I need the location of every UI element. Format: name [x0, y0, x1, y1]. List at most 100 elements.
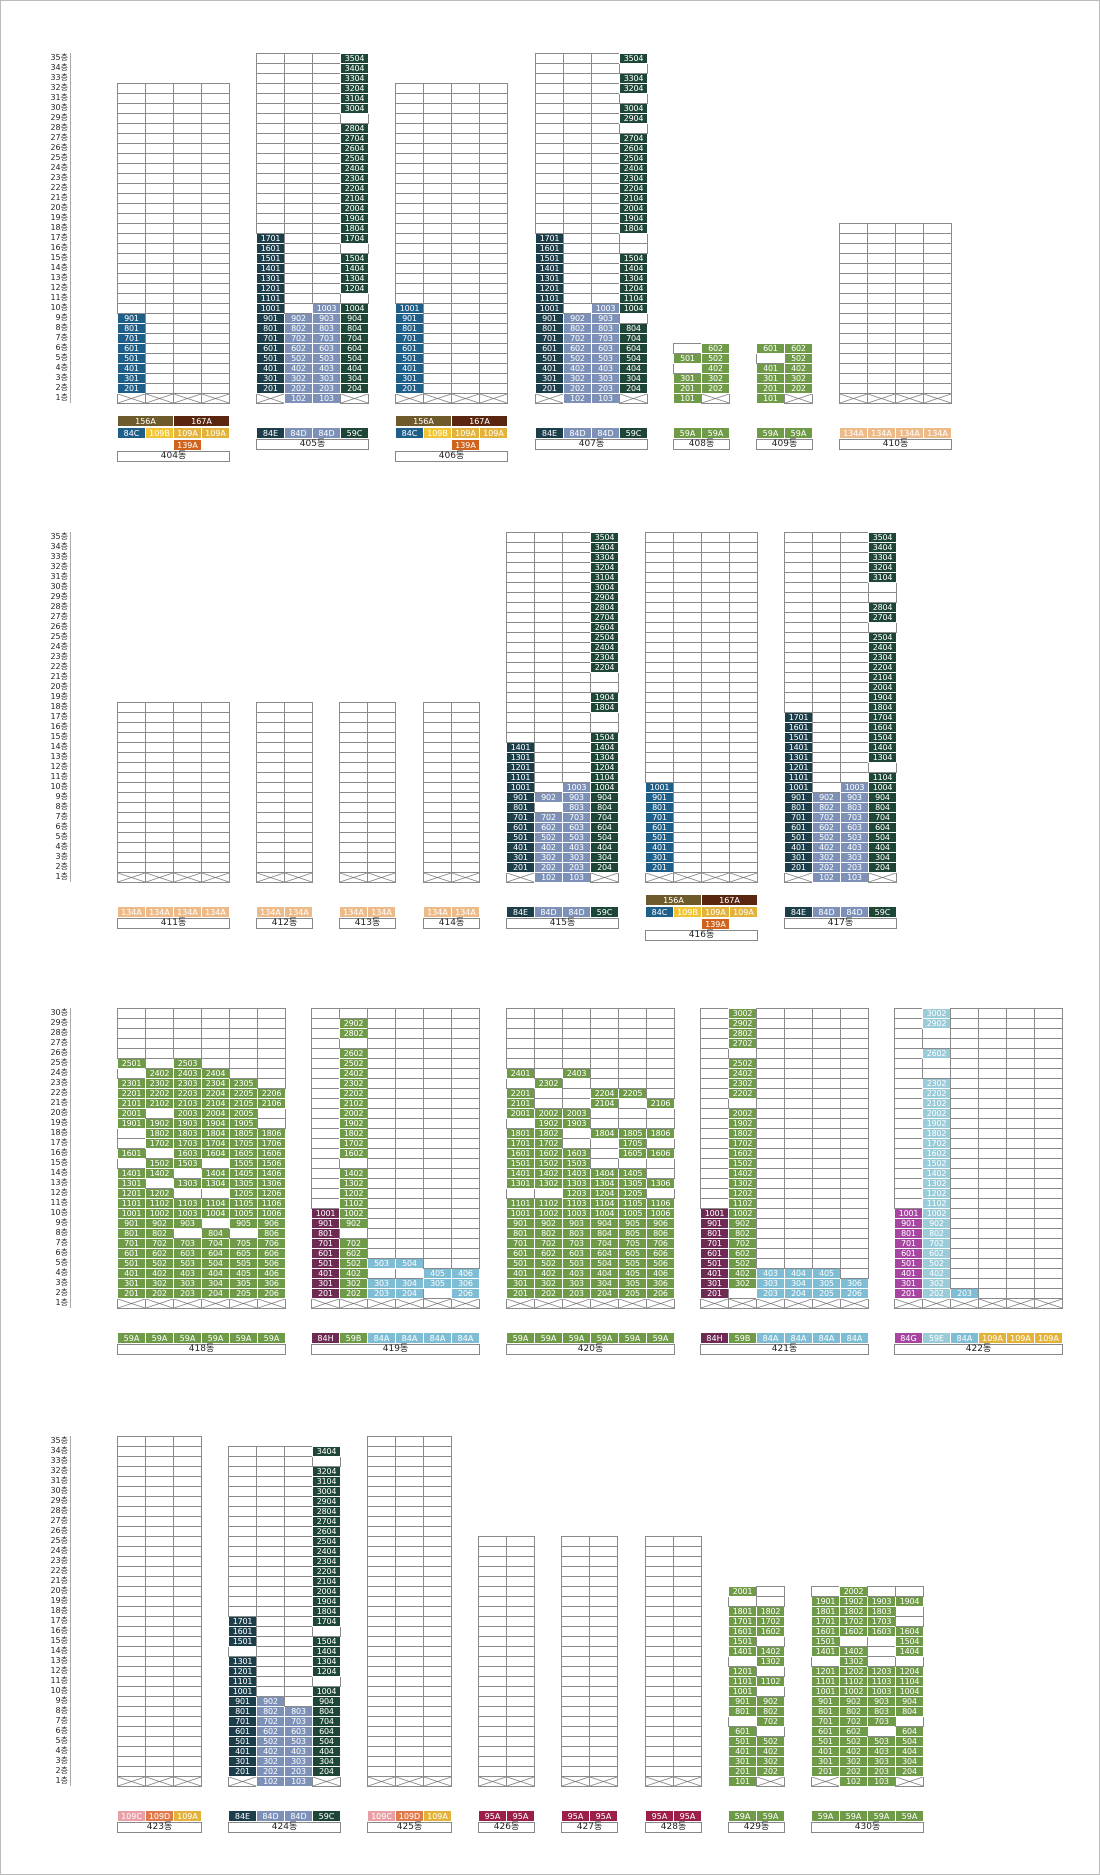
empty-cell[interactable] [950, 1228, 979, 1239]
empty-cell[interactable] [756, 1218, 785, 1229]
empty-cell[interactable] [339, 792, 368, 803]
empty-cell[interactable] [673, 682, 702, 693]
empty-cell[interactable] [645, 1776, 674, 1787]
unit-cell[interactable]: 704 [590, 1238, 619, 1249]
empty-cell[interactable] [201, 213, 230, 224]
empty-cell[interactable] [562, 1298, 591, 1309]
empty-cell[interactable] [257, 1058, 286, 1069]
empty-cell[interactable] [423, 143, 452, 154]
empty-cell[interactable] [506, 1078, 535, 1089]
unit-cell[interactable]: 1903 [173, 1118, 202, 1129]
empty-cell[interactable] [311, 1118, 340, 1129]
empty-cell[interactable] [117, 1556, 146, 1567]
unit-cell[interactable]: 604 [312, 1726, 341, 1737]
empty-cell[interactable] [339, 762, 368, 773]
empty-cell[interactable] [784, 1098, 813, 1109]
empty-cell[interactable] [423, 213, 452, 224]
empty-cell[interactable] [284, 762, 313, 773]
empty-cell[interactable] [784, 632, 813, 643]
unit-cell[interactable]: 2404 [590, 642, 619, 653]
empty-cell[interactable] [145, 313, 174, 324]
building-label[interactable]: 428동 [645, 1822, 702, 1833]
empty-cell[interactable] [478, 1546, 507, 1557]
empty-cell[interactable] [839, 343, 868, 354]
empty-cell[interactable] [756, 1028, 785, 1039]
unit-cell[interactable]: 403 [840, 842, 869, 853]
empty-cell[interactable] [506, 702, 535, 713]
unit-cell[interactable]: 504 [590, 1258, 619, 1269]
empty-cell[interactable] [673, 1656, 702, 1667]
empty-cell[interactable] [173, 1536, 202, 1547]
unit-cell[interactable]: 1206 [257, 1188, 286, 1199]
empty-cell[interactable] [284, 1686, 313, 1697]
empty-cell[interactable] [535, 163, 564, 174]
unit-cell[interactable]: 204 [868, 862, 897, 873]
unit-cell[interactable]: 1602 [839, 1626, 868, 1637]
unit-cell[interactable]: 2501 [117, 1058, 146, 1069]
unit-cell[interactable]: 1003 [840, 782, 869, 793]
empty-cell[interactable] [673, 582, 702, 593]
empty-cell[interactable] [1006, 1278, 1035, 1289]
empty-cell[interactable] [894, 1118, 923, 1129]
unit-cell[interactable]: 2002 [728, 1108, 757, 1119]
unit-cell[interactable]: 704 [868, 812, 897, 823]
empty-cell[interactable] [256, 792, 285, 803]
empty-cell[interactable] [256, 1666, 285, 1677]
empty-cell[interactable] [563, 253, 592, 264]
empty-cell[interactable] [1034, 1208, 1063, 1219]
empty-cell[interactable] [700, 1138, 729, 1149]
unit-cell[interactable]: 502 [339, 1258, 368, 1269]
empty-cell[interactable] [756, 1008, 785, 1019]
empty-cell[interactable] [894, 1088, 923, 1099]
empty-cell[interactable] [451, 193, 480, 204]
empty-cell[interactable] [145, 343, 174, 354]
empty-cell[interactable] [840, 1068, 869, 1079]
empty-cell[interactable] [451, 812, 480, 823]
empty-cell[interactable] [173, 1726, 202, 1737]
empty-cell[interactable] [451, 852, 480, 863]
empty-cell[interactable] [478, 1726, 507, 1737]
empty-cell[interactable] [395, 293, 424, 304]
empty-cell[interactable] [479, 163, 508, 174]
empty-cell[interactable] [701, 792, 730, 803]
unit-cell[interactable]: 401 [311, 1268, 340, 1279]
unit-cell[interactable]: 2301 [117, 1078, 146, 1089]
empty-cell[interactable] [423, 782, 452, 793]
empty-cell[interactable] [117, 1446, 146, 1457]
unit-cell[interactable]: 2204 [590, 662, 619, 673]
empty-cell[interactable] [701, 772, 730, 783]
empty-cell[interactable] [367, 1058, 396, 1069]
empty-cell[interactable] [534, 1058, 563, 1069]
unit-cell[interactable]: 1302 [756, 1656, 785, 1667]
unit-cell[interactable]: 1404 [340, 263, 369, 274]
empty-cell[interactable] [201, 163, 230, 174]
unit-cell[interactable]: 1101 [811, 1676, 840, 1687]
empty-cell[interactable] [534, 802, 563, 813]
empty-cell[interactable] [117, 1496, 146, 1507]
empty-cell[interactable] [312, 213, 341, 224]
empty-cell[interactable] [256, 1636, 285, 1647]
empty-cell[interactable] [451, 203, 480, 214]
empty-cell[interactable] [451, 1198, 480, 1209]
unit-cell[interactable]: 801 [728, 1706, 757, 1717]
empty-cell[interactable] [117, 1696, 146, 1707]
empty-cell[interactable] [284, 852, 313, 863]
empty-cell[interactable] [284, 153, 313, 164]
empty-cell[interactable] [367, 1158, 396, 1169]
empty-cell[interactable] [423, 383, 452, 394]
unit-cell[interactable]: 102 [534, 872, 563, 883]
empty-cell[interactable] [700, 1118, 729, 1129]
unit-cell[interactable]: 802 [756, 1706, 785, 1717]
empty-cell[interactable] [423, 1566, 452, 1577]
empty-cell[interactable] [284, 802, 313, 813]
empty-cell[interactable] [784, 1238, 813, 1249]
empty-cell[interactable] [284, 862, 313, 873]
empty-cell[interactable] [395, 1228, 424, 1239]
empty-cell[interactable] [978, 1218, 1007, 1229]
empty-cell[interactable] [256, 1686, 285, 1697]
unit-cell[interactable]: 702 [534, 1238, 563, 1249]
unit-cell[interactable]: 203 [591, 383, 620, 394]
empty-cell[interactable] [812, 1178, 841, 1189]
empty-cell[interactable] [423, 93, 452, 104]
unit-cell[interactable]: 204 [619, 383, 648, 394]
